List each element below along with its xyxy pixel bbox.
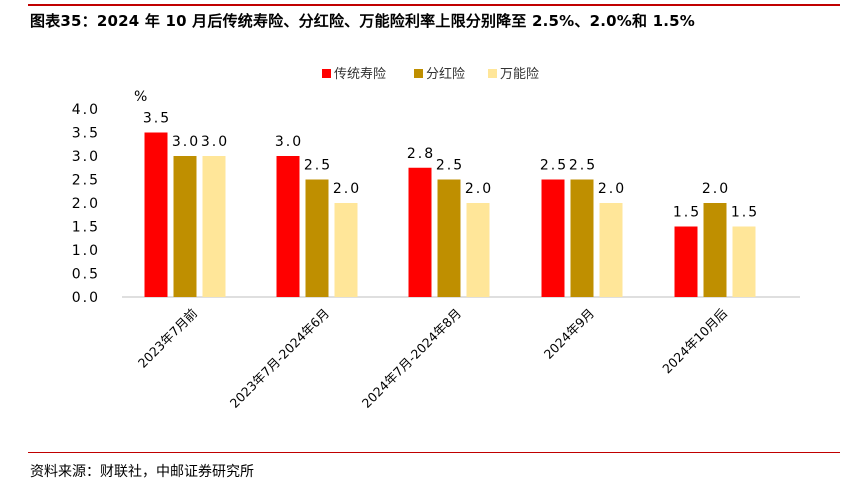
- y-tick-label: 4.0: [72, 102, 100, 118]
- bottom-rule: [28, 452, 840, 453]
- bar-2-4: [570, 179, 594, 297]
- data-label-3-4: 2.0: [598, 181, 626, 197]
- y-tick-label: 3.0: [72, 149, 100, 165]
- bar-1-4: [541, 179, 565, 297]
- data-label-1-5: 1.5: [673, 205, 701, 221]
- bar-1-3: [408, 167, 432, 297]
- data-label-2-2: 2.5: [304, 158, 332, 174]
- data-label-3-2: 2.0: [333, 181, 361, 197]
- top-rule: [28, 4, 840, 6]
- data-label-2-1: 3.0: [172, 134, 200, 150]
- data-label-1-4: 2.5: [540, 158, 568, 174]
- data-label-2-3: 2.5: [436, 158, 464, 174]
- x-tick-label-4: 2024年9月: [541, 306, 597, 362]
- legend-swatch-2: [414, 69, 423, 78]
- legend-label-1: 传统寿险: [334, 67, 386, 82]
- bar-3-5: [732, 226, 756, 297]
- data-label-3-3: 2.0: [465, 181, 493, 197]
- y-tick-label: 2.5: [72, 173, 100, 189]
- figure-title: 图表35：2024 年 10 月后传统寿险、分红险、万能险利率上限分别降至 2.…: [30, 12, 696, 30]
- bar-1-5: [674, 226, 698, 297]
- x-tick-label-3: 2024年7月-2024年8月: [359, 306, 464, 411]
- data-label-2-4: 2.5: [569, 158, 597, 174]
- bar-3-4: [599, 203, 623, 297]
- bar-chart: 传统寿险 分红险 万能险0.00.51.01.52.02.53.03.54.0%3.…: [72, 66, 800, 411]
- y-tick-label: 0.5: [72, 267, 100, 283]
- legend-swatch-3: [488, 69, 497, 78]
- bar-3-1: [202, 156, 226, 297]
- data-label-3-5: 1.5: [731, 205, 759, 221]
- legend-label-3: 万能险: [500, 67, 539, 82]
- bar-1-1: [144, 132, 168, 297]
- data-label-1-2: 3.0: [275, 134, 303, 150]
- data-label-1-1: 3.5: [143, 111, 171, 127]
- source-note: 资料来源：财联社，中邮证券研究所: [30, 464, 254, 480]
- bar-2-1: [173, 156, 197, 297]
- bar-3-3: [466, 203, 490, 297]
- data-label-3-1: 3.0: [201, 134, 229, 150]
- y-tick-label: 1.0: [72, 243, 100, 259]
- y-tick-label: 2.0: [72, 196, 100, 212]
- x-tick-label-1: 2023年7月前: [135, 306, 200, 371]
- data-label-2-5: 2.0: [702, 181, 730, 197]
- legend-swatch-1: [322, 69, 331, 78]
- y-tick-label: 3.5: [72, 126, 100, 142]
- y-tick-label: 1.5: [72, 220, 100, 236]
- x-tick-label-2: 2023年7月-2024年6月: [227, 306, 332, 411]
- bar-2-5: [703, 203, 727, 297]
- y-tick-label: 0.0: [72, 290, 100, 306]
- bar-2-3: [437, 179, 461, 297]
- x-tick-label-5: 2024年10月后: [659, 306, 730, 377]
- bar-2-2: [305, 179, 329, 297]
- bar-1-2: [276, 156, 300, 297]
- legend-label-2: 分红险: [426, 66, 465, 82]
- data-label-1-3: 2.8: [407, 146, 435, 162]
- y-axis-unit-label: %: [134, 89, 147, 105]
- bar-3-2: [334, 203, 358, 297]
